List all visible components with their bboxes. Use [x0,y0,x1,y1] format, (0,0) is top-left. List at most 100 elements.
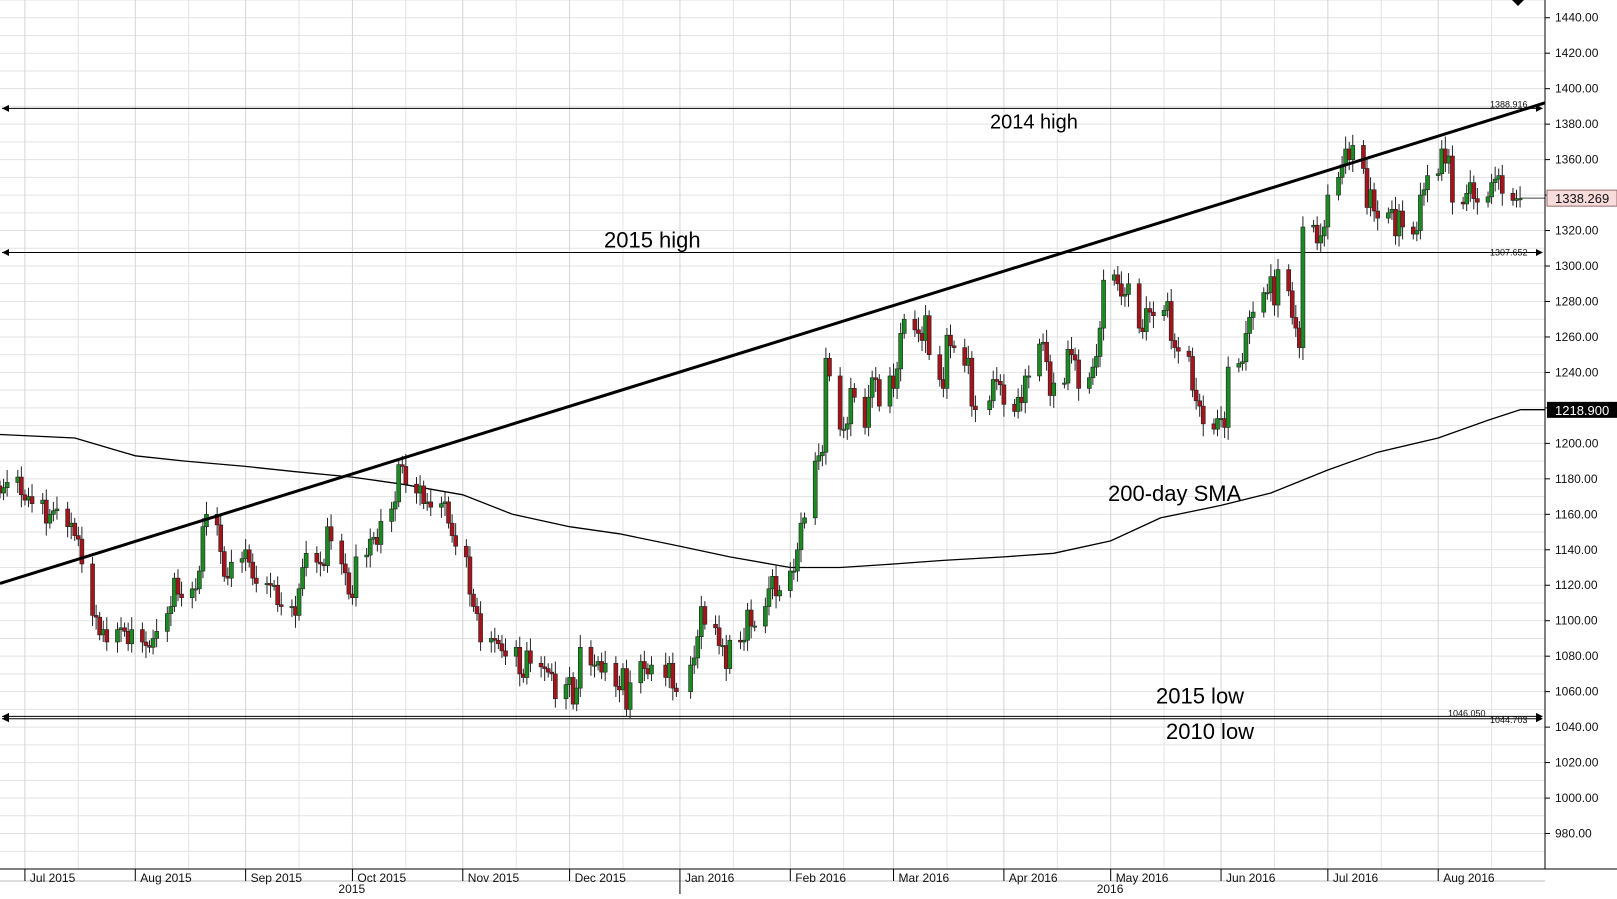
candle-body [104,629,110,643]
candle [449,514,455,543]
candle-body [816,455,822,462]
y-tick-label: 1020.00 [1555,756,1599,770]
candle-body [1151,311,1156,316]
y-tick-label: 1000.00 [1555,791,1599,805]
candle-body [1119,283,1124,297]
candle [168,595,174,627]
candle-body [1037,343,1042,377]
y-tick-label: 1420.00 [1555,46,1599,60]
candle-body [1240,361,1245,364]
candle [1186,345,1192,362]
candle [221,546,227,582]
candle-body [1314,224,1320,244]
candle [1492,166,1498,192]
candle-body [1464,193,1469,205]
candle-body [29,496,35,504]
candle-body [1425,175,1430,191]
level-arrow-left [2,104,9,112]
candle-body [841,428,846,431]
candle [1143,296,1149,341]
candle-body [1051,382,1057,396]
y-tick-label: 1060.00 [1555,685,1599,699]
candle-body [763,606,768,627]
candle-body [129,629,135,645]
candle-body [994,379,1000,382]
candle-body [912,318,918,331]
candle-body [944,334,950,389]
candle [588,640,594,676]
candle-body [378,521,384,545]
candle [812,452,818,525]
candle-body [268,583,273,586]
candle-body [367,538,373,556]
candle-body [364,554,369,558]
candle [1,478,6,501]
candle [563,677,569,710]
candle [1176,336,1181,364]
candle [1350,134,1356,173]
candle-body [1350,145,1356,160]
candle [503,638,508,666]
candle-body [538,662,544,668]
candle-body [1136,283,1142,329]
candle-body [926,315,932,355]
candle-body [1147,308,1153,313]
candle [1172,333,1178,359]
candle-body [76,535,81,540]
candle [912,310,918,337]
candle-body [577,647,583,689]
candle [47,508,53,529]
x-tick-label: Jul 2016 [1333,871,1379,885]
candle [642,650,647,682]
candle [478,601,483,651]
candle-body [1097,327,1103,357]
y-tick-label: 1320.00 [1555,224,1599,238]
candle-body [823,357,829,453]
candle [339,533,345,575]
candle-body [691,657,697,666]
candle [1300,216,1306,361]
candle-body [695,636,701,659]
candle-body [1421,189,1427,196]
candle [702,601,708,630]
candle-body [674,687,679,692]
candle [1037,338,1042,382]
candle-body [528,650,533,664]
candle-body [165,613,170,632]
candle-body [869,377,875,398]
candle-body [499,643,505,652]
candle [898,322,903,382]
trendline [0,101,1546,585]
candle-body [189,588,195,598]
candle [1090,358,1096,385]
y-tick-label: 1200.00 [1555,436,1599,450]
candle [392,491,398,522]
candle [1435,168,1441,181]
candle [773,565,779,609]
level-value-label: 1046.050 [1448,708,1486,718]
candle-body [670,662,676,689]
candle-body [221,551,227,577]
candle [218,514,224,564]
candle-body [19,476,24,496]
candle [841,416,846,439]
candle-body [1247,317,1252,334]
candle [688,656,693,699]
candle [1261,287,1267,318]
candle-body [987,400,992,410]
candle [367,528,373,568]
candle [353,544,359,607]
candle [545,663,551,678]
candle-body [478,613,483,643]
candle-body [1190,356,1195,391]
annotations-layer: 2014 high 2015 high 2015 low 2010 low 200-da… [604,111,1545,744]
candle [816,443,822,470]
candle-body [787,570,793,591]
candle-body [97,616,102,636]
sma-price-tag [1547,401,1617,418]
x-tick-label: Sep 2015 [251,871,303,885]
candle-body [403,466,409,485]
candle [328,514,334,550]
sma-label: 200-day SMA [1108,481,1242,506]
